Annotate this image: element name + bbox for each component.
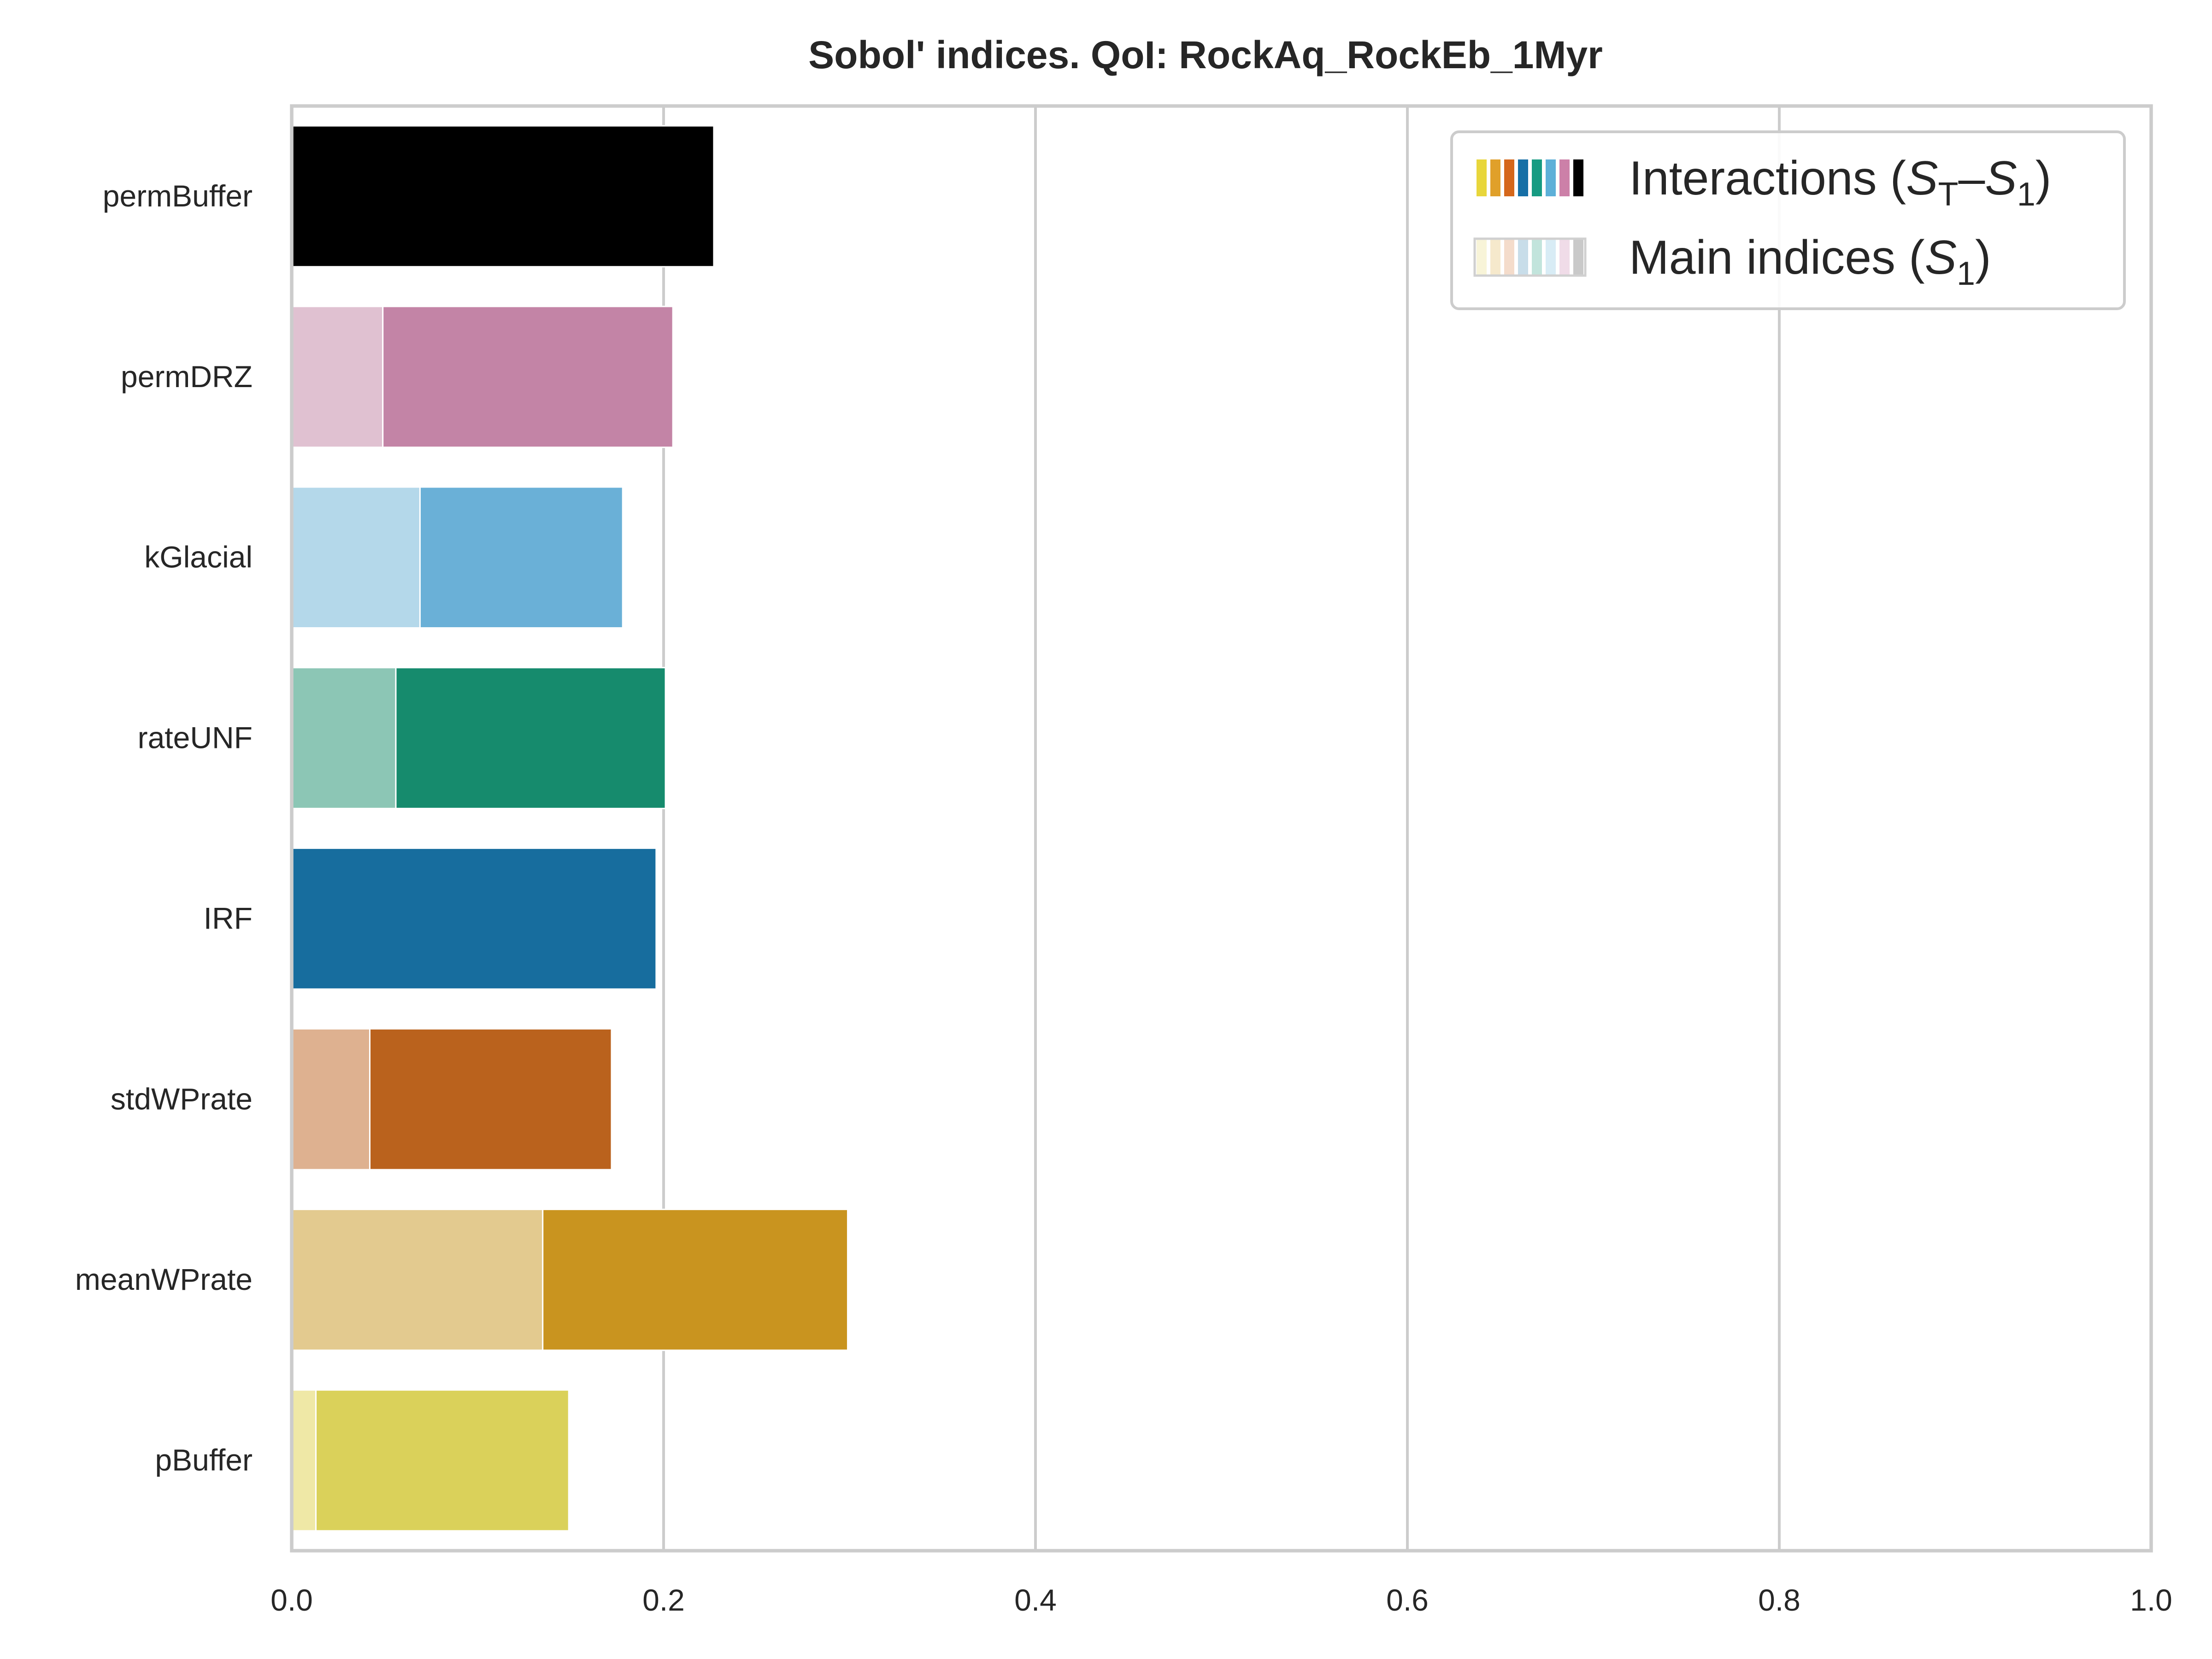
x-tick-label: 0.0: [271, 1583, 313, 1617]
legend-swatch: [1532, 239, 1542, 276]
y-tick-label: pBuffer: [155, 1443, 253, 1477]
y-tick-label: meanWPrate: [75, 1262, 253, 1296]
legend-swatch: [1477, 159, 1487, 196]
legend-text-part: S: [1985, 152, 2017, 205]
chart-title: Sobol' indices. QoI: RockAq_RockEb_1Myr: [808, 33, 1603, 76]
y-tick-label: permBuffer: [103, 179, 253, 213]
legend-text-part: T: [1938, 176, 1959, 213]
legend-handle-0: [1477, 159, 1583, 196]
bar-main-meanWPrate: [291, 1208, 544, 1351]
bar-interaction-IRF: [291, 847, 657, 990]
legend-swatch: [1477, 239, 1487, 276]
legend-text-part: S: [1906, 152, 1938, 205]
plot-frame: [290, 104, 2153, 1553]
legend-text-part: 1: [1957, 255, 1975, 292]
legend-label-1: Main indices (S1): [1629, 231, 1991, 292]
x-tick-label: 0.4: [1014, 1583, 1057, 1617]
bar-main-stdWPrate: [291, 1028, 371, 1171]
legend-text-part: –: [1959, 152, 1985, 205]
legend-text-part: ): [2036, 152, 2052, 205]
bar-interaction-permBuffer: [291, 125, 715, 268]
bar-interaction-rateUNF: [395, 667, 666, 809]
bar-main-permDRZ: [291, 306, 384, 448]
legend-swatch: [1559, 239, 1570, 276]
bar-main-rateUNF: [291, 667, 397, 809]
legend-text-part: S: [1925, 231, 1957, 284]
legend-swatch: [1504, 239, 1514, 276]
legend-text-part: ): [1975, 231, 1991, 284]
legend-text-part: Interactions (: [1629, 152, 1906, 205]
x-tick-label: 1.0: [2130, 1583, 2172, 1617]
bars: [291, 125, 848, 1532]
y-tick-label: stdWPrate: [111, 1082, 253, 1116]
bar-interaction-pBuffer: [315, 1389, 570, 1532]
bar-main-kGlacial: [291, 486, 421, 629]
legend-swatch: [1518, 239, 1528, 276]
legend-label-0: Interactions (ST–S1): [1629, 152, 2051, 213]
x-tick-label: 0.6: [1386, 1583, 1429, 1617]
legend-swatch-frame: [1473, 237, 1587, 277]
y-tick-labels: permBuffer permDRZ kGlacial rateUNF IRF stdWP…: [75, 179, 253, 1477]
legend-swatch: [1546, 159, 1556, 196]
y-tick-label: IRF: [204, 901, 253, 935]
legend-swatch: [1573, 159, 1583, 196]
legend: Interactions (ST–S1)Main indices (S1): [1450, 130, 2126, 310]
legend-swatch: [1490, 159, 1500, 196]
x-tick-label: 0.8: [1758, 1583, 1800, 1617]
bar-main-pBuffer: [291, 1389, 317, 1532]
bar-interaction-stdWPrate: [369, 1028, 612, 1171]
legend-swatch: [1559, 159, 1570, 196]
y-tick-label: kGlacial: [144, 540, 253, 574]
x-tick-label: 0.2: [642, 1583, 685, 1617]
legend-handle-1: [1473, 237, 1587, 277]
legend-swatch: [1573, 239, 1583, 276]
bar-interaction-permDRZ: [382, 306, 674, 448]
legend-swatch: [1490, 239, 1500, 276]
legend-text-part: 1: [2017, 176, 2036, 213]
legend-text-part: Main indices (: [1629, 231, 1925, 284]
legend-swatch: [1518, 159, 1528, 196]
y-tick-label: rateUNF: [138, 721, 253, 755]
bar-interaction-kGlacial: [419, 486, 624, 629]
legend-swatch: [1504, 159, 1514, 196]
legend-box: [1450, 130, 2126, 310]
bar-interaction-meanWPrate: [542, 1208, 848, 1351]
y-tick-label: permDRZ: [121, 359, 253, 394]
legend-swatch: [1532, 159, 1542, 196]
legend-swatch: [1546, 239, 1556, 276]
x-tick-labels: 0.0 0.2 0.4 0.6 0.8 1.0: [271, 1583, 2172, 1617]
